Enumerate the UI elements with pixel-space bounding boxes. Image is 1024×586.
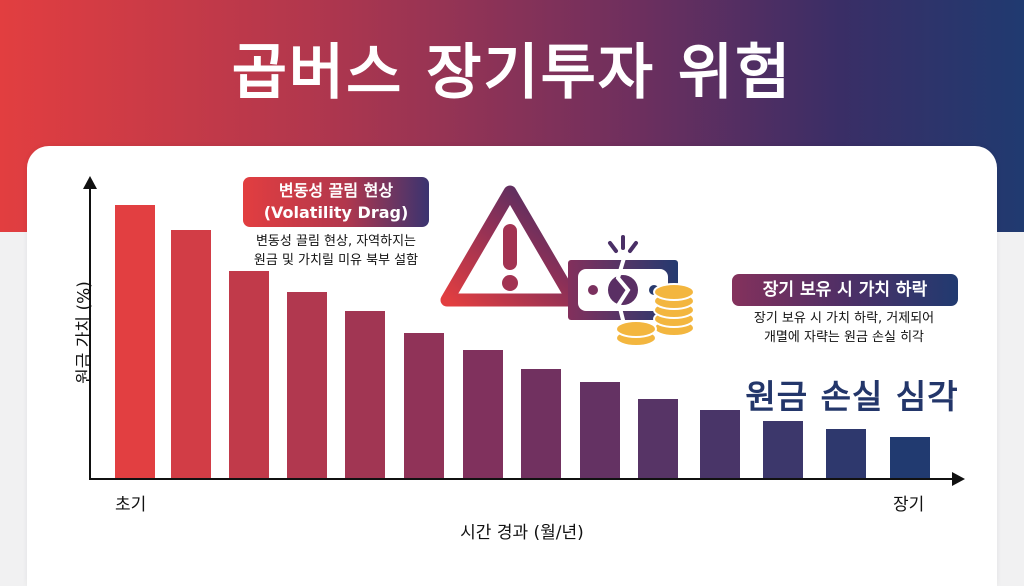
y-axis bbox=[89, 182, 91, 479]
volatility-drag-subtitle: (Volatility Drag) bbox=[263, 203, 409, 222]
page-title: 곱버스 장기투자 위험 bbox=[231, 38, 793, 108]
bar-2 bbox=[171, 229, 211, 478]
bar-3 bbox=[229, 270, 269, 478]
bar-12 bbox=[763, 420, 803, 478]
bar-14 bbox=[890, 437, 930, 478]
bar-6 bbox=[404, 333, 444, 478]
volatility-drag-badge: 변동성 끌림 현상 (Volatility Drag) bbox=[243, 177, 429, 227]
desc-line: 변동성 끌림 현상, 자역하지는 bbox=[255, 234, 417, 249]
y-axis-arrow-icon bbox=[83, 176, 97, 189]
volatility-drag-title: 변동성 끌림 현상 bbox=[278, 181, 394, 200]
bar-5 bbox=[345, 311, 385, 478]
warning-triangle-icon bbox=[440, 185, 580, 307]
bar-8 bbox=[521, 368, 561, 478]
bar-13 bbox=[826, 428, 866, 478]
desc-line: 장기 보유 시 가치 하락, 거제되어 bbox=[753, 311, 935, 326]
y-axis-label: 원금 가치 (%) bbox=[74, 281, 95, 384]
x-axis bbox=[89, 478, 955, 480]
bar-7 bbox=[463, 349, 503, 478]
bar-10 bbox=[638, 398, 678, 478]
bar-9 bbox=[580, 382, 620, 478]
bar-1 bbox=[115, 205, 155, 478]
bar-4 bbox=[287, 292, 327, 478]
x-axis-label: 시간 경과 (월/년) bbox=[460, 523, 584, 543]
x-axis-arrow-icon bbox=[952, 472, 965, 486]
principal-loss-callout: 원금 손실 심각 bbox=[745, 377, 959, 416]
broken-banknote-coins-icon bbox=[568, 235, 695, 347]
bar-11 bbox=[700, 409, 740, 478]
x-tick-start: 초기 bbox=[115, 495, 147, 515]
desc-line: 개멸에 자략는 원금 손실 히각 bbox=[763, 330, 925, 345]
desc-line: 원금 및 가치릴 미유 북부 설함 bbox=[253, 253, 419, 268]
long-term-description: 장기 보유 시 가치 하락, 거제되어 개멸에 자략는 원금 손실 히각 bbox=[726, 309, 962, 347]
x-tick-end: 장기 bbox=[893, 495, 925, 515]
long-term-badge: 장기 보유 시 가치 하락 bbox=[732, 274, 958, 306]
volatility-drag-description: 변동성 끌림 현상, 자역하지는 원금 및 가치릴 미유 북부 설함 bbox=[236, 232, 436, 270]
